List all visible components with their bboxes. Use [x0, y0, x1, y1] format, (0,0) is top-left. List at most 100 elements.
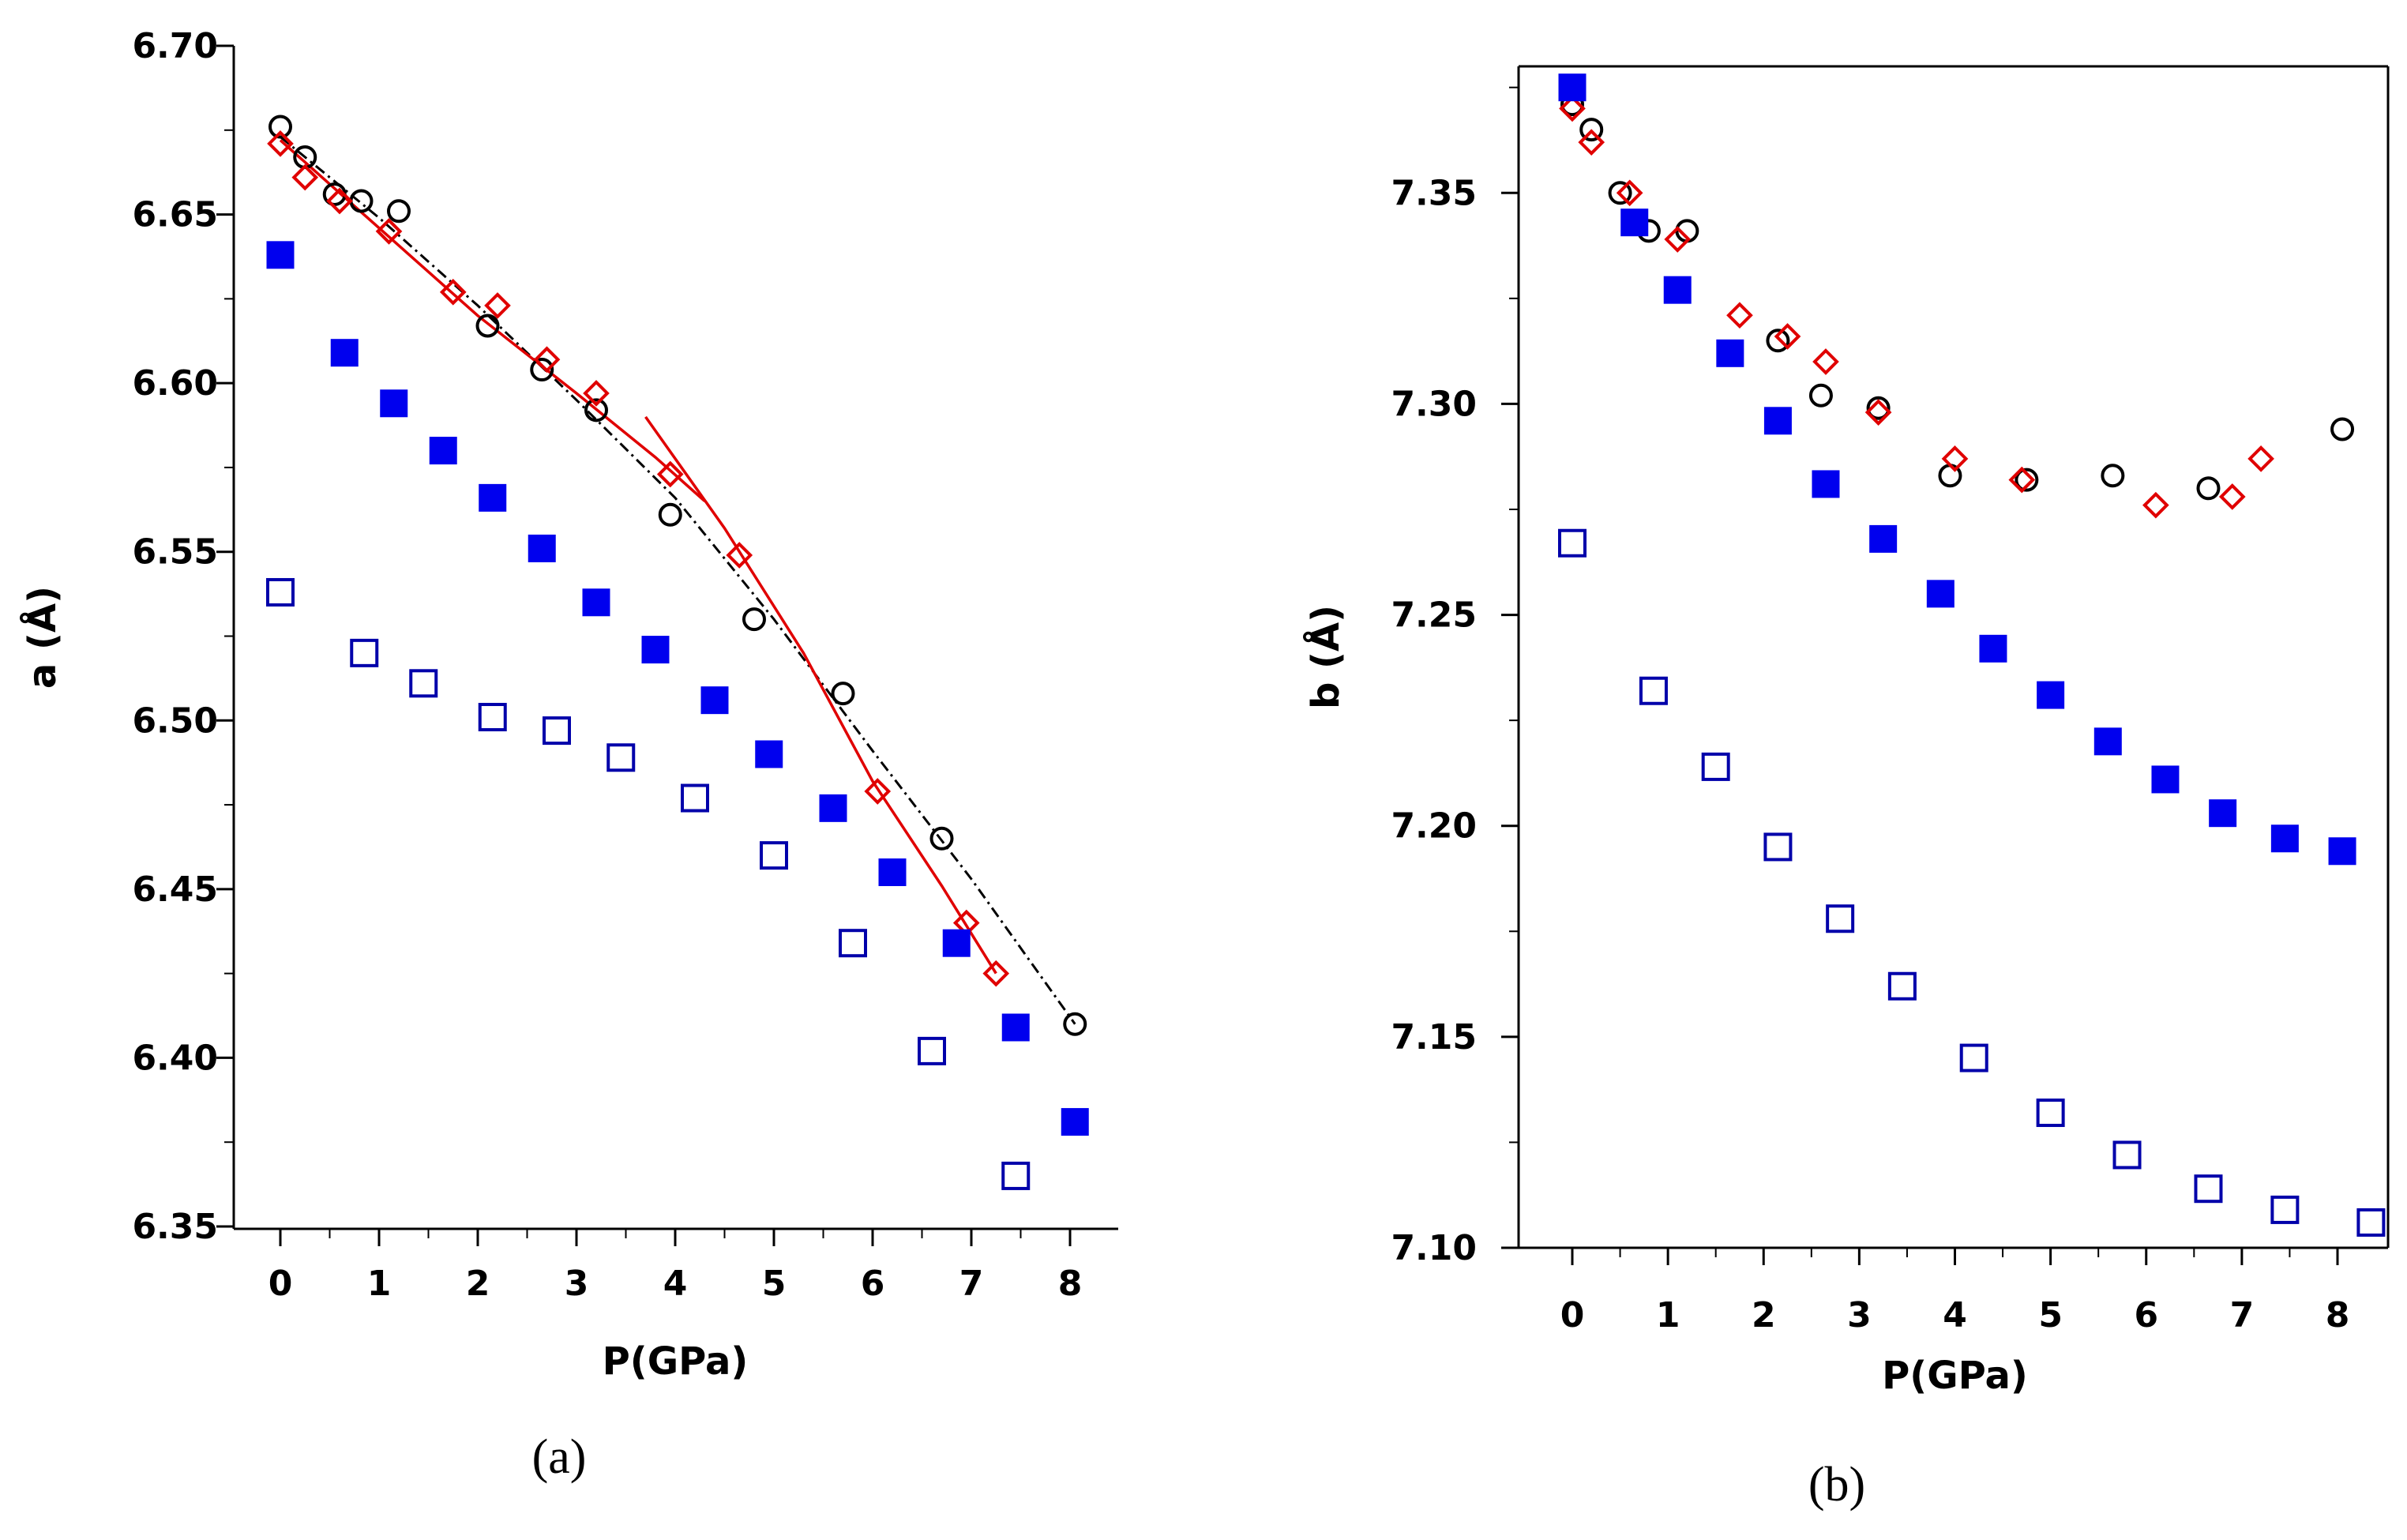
data-point: [929, 826, 954, 851]
data-point: [1001, 1013, 1030, 1042]
y-axis-title: b (Å): [1303, 605, 1348, 709]
data-point: [1663, 276, 1692, 304]
y-tick-label: 6.55: [132, 532, 218, 573]
data-point: [1061, 1108, 1089, 1136]
data-point: [475, 314, 500, 338]
data-point: [1558, 73, 1587, 102]
data-point: [2356, 1208, 2386, 1237]
x-tick-label: 0: [1560, 1295, 1585, 1335]
data-point: [350, 638, 379, 667]
panel-b: 0 1 2 3 4 5 6 7 8 7.10 7.15 7.20 7.25 7.30 7.35 P(GPa) b…: [1303, 65, 2390, 1512]
data-point: [268, 115, 292, 139]
data-point: [479, 483, 507, 512]
data-point: [2093, 727, 2122, 756]
data-point: [1559, 95, 1586, 122]
data-point: [2101, 464, 2125, 488]
data-point: [1941, 445, 1969, 472]
x-tick-label: 3: [565, 1264, 589, 1304]
y-tick-label: 7.15: [1391, 1017, 1477, 1057]
y-tick-label: 7.25: [1391, 595, 1477, 636]
data-point: [658, 502, 682, 527]
x-tick-label: 8: [1058, 1264, 1083, 1304]
data-point: [582, 588, 610, 617]
data-point: [1763, 832, 1793, 862]
x-tick-label: 4: [663, 1264, 688, 1304]
panel-a: 0 1 2 3 4 5 6 7 8 6.35 6.40 6.45 6.50 6.55 6.60 6.65 6.7…: [20, 26, 1118, 1484]
data-point: [266, 241, 295, 269]
data-point: [2270, 824, 2299, 853]
data-point: [2194, 1174, 2223, 1204]
x-tick-label: 7: [959, 1264, 984, 1304]
data-point: [330, 339, 359, 367]
data-point: [1864, 399, 1892, 426]
red-fit-low-pressure: [279, 139, 706, 502]
data-point: [478, 703, 507, 732]
data-point: [380, 389, 408, 418]
data-point: [409, 669, 438, 698]
data-point: [291, 163, 319, 191]
x-tick-label: 6: [2134, 1295, 2158, 1335]
y-tick-label: 7.20: [1391, 806, 1477, 847]
data-point: [1639, 676, 1668, 705]
data-point: [1579, 118, 1604, 142]
data-point: [1726, 302, 1753, 329]
data-point: [2196, 476, 2221, 501]
data-point: [742, 607, 766, 632]
x-tick-label: 8: [2326, 1295, 2350, 1335]
y-tick-label: 6.35: [132, 1207, 218, 1247]
data-point: [439, 278, 467, 306]
data-point: [266, 577, 295, 607]
y-tick-label: 6.65: [132, 195, 218, 235]
data-point: [982, 960, 1010, 987]
data-point: [606, 743, 636, 772]
data-point: [2330, 417, 2355, 441]
data-point: [267, 130, 294, 157]
data-point: [1620, 208, 1649, 237]
data-point: [1766, 329, 1790, 353]
data-point: [1558, 528, 1587, 558]
data-point: [1664, 226, 1692, 253]
x-tick-label: 3: [1847, 1295, 1872, 1335]
data-point: [726, 542, 753, 569]
axes: 0 1 2 3 4 5 6 7 8 7.10 7.15 7.20 7.25 7.30 7.35 P(GPa) b…: [1303, 65, 2390, 1398]
y-tick-label: 6.70: [132, 26, 218, 66]
x-tick-label: 5: [2038, 1295, 2063, 1335]
data-point: [1812, 348, 1839, 375]
series-black-circles: [1560, 92, 2355, 501]
data-point: [533, 346, 561, 374]
axes: 0 1 2 3 4 5 6 7 8 6.35 6.40 6.45 6.50 6.55 6.60 6.65 6.7…: [20, 26, 1118, 1384]
data-point: [942, 929, 971, 957]
x-tick-label: 5: [762, 1264, 787, 1304]
y-tick-label: 7.30: [1391, 384, 1477, 424]
series-blue-open-squares: [266, 577, 1031, 1190]
data-point: [1926, 580, 1955, 608]
data-point: [831, 682, 855, 706]
data-point: [1774, 323, 1801, 350]
data-point: [584, 398, 608, 423]
data-point: [839, 929, 867, 958]
data-point: [755, 740, 783, 768]
data-point: [819, 794, 847, 822]
y-tick-label: 7.35: [1391, 173, 1477, 213]
data-point: [760, 841, 788, 870]
data-point: [349, 189, 374, 213]
series-blue-open-squares: [1558, 528, 2386, 1237]
data-point: [1866, 396, 1891, 420]
panel-caption: (a): [532, 1430, 587, 1484]
data-point: [484, 292, 511, 319]
data-point: [2247, 445, 2274, 472]
data-point: [1979, 634, 2007, 663]
data-point: [387, 199, 411, 223]
data-point: [878, 858, 907, 886]
data-point: [2037, 681, 2065, 709]
data-point: [918, 1036, 946, 1065]
data-point: [1716, 339, 1744, 367]
data-point: [543, 716, 571, 746]
data-point: [1808, 383, 1833, 408]
y-tick-label: 6.50: [132, 701, 218, 741]
data-point: [375, 218, 403, 245]
x-axis-title: P(GPa): [1882, 1354, 2028, 1398]
data-point: [1887, 971, 1917, 1001]
data-point: [656, 460, 684, 488]
data-point: [528, 534, 556, 562]
